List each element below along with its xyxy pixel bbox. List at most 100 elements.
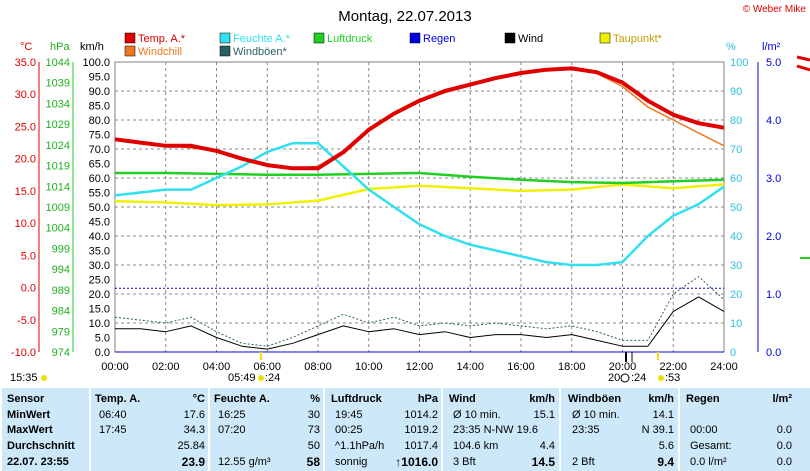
sunset-label: 20: [608, 372, 623, 384]
stats-col-gusts: Windböen km/h Ø 10 min. 14.1 23:35 N 39.1 5… [568, 388, 674, 471]
speed-tick-label: 65.0 [89, 159, 110, 171]
x-tick-label: 20:00 [609, 361, 637, 373]
stats-wind-max: 23:35 N-NW 19.6 [453, 424, 538, 436]
stats-temp-unit: °C [192, 393, 205, 405]
stats-rain-header: Regen [686, 393, 720, 405]
stats-col-sensor: Sensor MinWert MaxWert Durchschnitt 22.0… [7, 388, 87, 471]
stats-temp-current-value: 23.9 [181, 455, 205, 469]
chart-grid [114, 61, 725, 353]
stats-gusts-max-value: N 39.1 [641, 424, 674, 436]
stats-col-temp: Temp. A. °C 06:40 17.6 17:45 34.3 25.84 23.… [95, 388, 205, 471]
time-marks: 15:35 05:49:24 20::24:53 [10, 352, 680, 384]
stats-row-avg: Durchschnitt [7, 440, 75, 452]
x-tick-label: 00:00 [101, 361, 129, 373]
stats-gusts-current-value: 9.4 [657, 455, 674, 469]
temp-tick-label: -5.0 [17, 315, 36, 327]
series-line-luftdruck [115, 171, 725, 185]
x-tick-label: 16:00 [507, 361, 535, 373]
stats-humidity-unit: % [310, 393, 320, 405]
speed-tick-label: 10.0 [89, 318, 110, 330]
stats-wind-unit: km/h [529, 393, 555, 405]
stats-pressure-min-value: 1014.2 [404, 409, 438, 421]
legend-label: Windchill [138, 46, 182, 58]
speed-tick-label: 0.0 [95, 347, 110, 359]
stats-rain-max-time: 00:00 [690, 424, 718, 436]
stats-temp-avg-value: 25.84 [177, 440, 205, 452]
rain-tick-label: 1.0 [766, 289, 781, 301]
speed-tick-label: 60.0 [89, 173, 110, 185]
stats-gusts-beaufort: 2 Bft [572, 456, 595, 468]
x-tick-label: 10:00 [355, 361, 383, 373]
pressure-tick-label: 999 [52, 243, 70, 255]
pressure-tick-label: 1044 [46, 57, 70, 69]
speed-tick-label: 80.0 [89, 115, 110, 127]
stats-humidity-header: Feuchte A. [214, 393, 270, 405]
legend-label: Windböen* [233, 46, 288, 58]
rain-tick-label: 0.0 [766, 347, 781, 359]
humidity-tick-label: 80 [730, 115, 742, 127]
speed-tick-label: 85.0 [89, 101, 110, 113]
rain-tick-label: 3.0 [766, 173, 781, 185]
speed-tick-label: 35.0 [89, 246, 110, 258]
stats-pressure-trend: ^1.1hPa/h [335, 440, 385, 452]
stats-gusts-max-time: 23:35 [572, 424, 600, 436]
stats-rain-total-value: 0.0 [776, 440, 792, 452]
speed-tick-label: 40.0 [89, 231, 110, 243]
sunset-suffix: :24 [631, 372, 646, 384]
speed-tick-label: 45.0 [89, 217, 110, 229]
stats-row-min: MinWert [7, 409, 51, 421]
pressure-tick-label: 984 [52, 306, 70, 318]
temp-tick-label: 10.0 [15, 218, 36, 230]
chart-axes: 35.0 30.0 25.0 20.0 15.0 10.0 5.0 0.0 -5.0 -10.0 1… [11, 57, 781, 373]
stats-humidity-current-value: 58 [306, 455, 320, 469]
stats-row-current: 22.07. 23:55 [7, 456, 69, 468]
series-line-temp-a [114, 66, 725, 171]
x-tick-label: 14:00 [456, 361, 484, 373]
pressure-tick-label: 989 [52, 285, 70, 297]
speed-tick-label: 20.0 [89, 289, 110, 301]
pressure-tick-label: 1024 [46, 140, 70, 152]
stats-sensor-header: Sensor [7, 393, 45, 405]
pressure-unit-label: hPa [50, 41, 70, 53]
temp-tick-label: 5.0 [21, 250, 36, 262]
pressure-tick-label: 974 [52, 347, 70, 359]
stats-temp-min-time: 06:40 [99, 409, 127, 421]
stats-pressure-min-time: 19:45 [335, 409, 363, 421]
stats-wind-header: Wind [449, 393, 476, 405]
stats-col-rain: Regen l/m² 00:00 0.0 Gesamt: 0.0 0.0 l/m² 0.… [686, 388, 792, 471]
legend-label: Feuchte A.* [233, 33, 291, 45]
rain-tick-label: 4.0 [766, 115, 781, 127]
stats-temp-min-value: 17.6 [183, 409, 205, 421]
stats-pressure-current-value: ↑1016.0 [395, 455, 438, 469]
x-tick-label: 04:00 [203, 361, 231, 373]
humidity-tick-label: 100 [730, 57, 748, 69]
stats-rain-unit: l/m² [772, 393, 792, 405]
rain-tick-label: 2.0 [766, 231, 781, 243]
temp-unit-label: °C [20, 41, 32, 53]
humidity-tick-label: 30 [730, 260, 742, 272]
x-tick-label: 24:00 [710, 361, 738, 373]
stats-temp-max-time: 17:45 [99, 424, 127, 436]
stats-col-pressure: Luftdruck hPa 19:45 1014.2 00:25 1019.2 ^1.… [331, 388, 438, 471]
x-tick-label: 06:00 [253, 361, 281, 373]
stats-humidity-min-time: 16:25 [218, 409, 246, 421]
time-left-label: 15:35 [10, 372, 38, 384]
stats-humidity-absolute: 12.55 g/m³ [218, 456, 271, 468]
humidity-tick-label: 60 [730, 173, 742, 185]
stats-col-wind: Wind km/h Ø 10 min. 15.1 23:35 N-NW 19.6 1… [449, 388, 555, 471]
x-tick-label: 22:00 [659, 361, 687, 373]
humidity-tick-label: 0 [730, 347, 736, 359]
stats-wind-distance: 104.6 km [453, 440, 499, 452]
humidity-tick-label: 50 [730, 202, 742, 214]
stats-pressure-max-time: 00:25 [335, 424, 363, 436]
temp-tick-label: -10.0 [11, 347, 36, 359]
stats-wind-current-value: 14.5 [531, 455, 555, 469]
sunrise-suffix: :24 [265, 372, 280, 384]
legend-label: Taupunkt* [613, 33, 663, 45]
stats-rain-total-label: Gesamt: [690, 440, 732, 452]
pressure-tick-label: 994 [52, 264, 70, 276]
speed-tick-label: 5.0 [95, 333, 110, 345]
temp-tick-label: 30.0 [15, 89, 36, 101]
legend-swatch [219, 45, 231, 57]
series-line-taupunkt [114, 183, 725, 207]
